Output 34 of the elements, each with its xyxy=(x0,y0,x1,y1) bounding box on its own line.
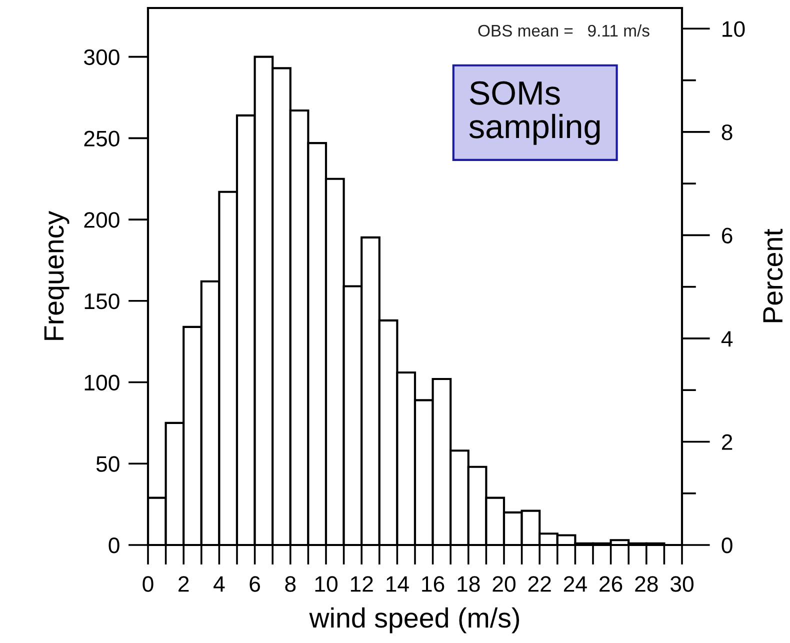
y2-axis-title: Percent xyxy=(763,228,783,322)
y-tick-label: 300 xyxy=(84,49,120,66)
y2-tick-label: 10 xyxy=(722,21,745,37)
y2-tick-label: 2 xyxy=(722,434,732,450)
y2-tick-label: 0 xyxy=(722,538,732,554)
y2-tick-label: 6 xyxy=(722,228,732,244)
x-tick-label: 24 xyxy=(564,576,587,592)
x-tick-label: 18 xyxy=(458,576,480,592)
x-axis-title: wind speed (m/s) xyxy=(309,607,520,634)
x-tick-label: 0 xyxy=(142,576,154,592)
y-tick-label: 200 xyxy=(84,212,120,228)
x-tick-label: 28 xyxy=(635,576,658,592)
x-tick-label: 6 xyxy=(250,576,260,592)
annotation: SOMs sampling xyxy=(469,81,600,145)
x-tick-label: 10 xyxy=(315,576,338,592)
x-tick-label: 12 xyxy=(350,576,373,592)
y-axis-title: Frequency xyxy=(44,210,70,340)
y-tick-label: 150 xyxy=(84,293,120,310)
y-tick-label: 50 xyxy=(96,456,120,472)
x-tick-label: 20 xyxy=(492,576,516,592)
y-tick-label: 100 xyxy=(84,374,120,391)
y2-tick-label: 8 xyxy=(722,124,732,140)
x-tick-label: 30 xyxy=(670,576,694,592)
x-tick-label: 2 xyxy=(178,576,189,592)
x-tick-label: 16 xyxy=(422,576,444,592)
x-tick-label: 22 xyxy=(528,576,551,592)
x-tick-label: 26 xyxy=(600,576,622,592)
x-tick-label: 8 xyxy=(285,576,296,592)
y2-tick-label: 4 xyxy=(721,331,733,347)
annotation: OBS mean = 9.11 m/s xyxy=(478,24,650,37)
y-tick-label: 0 xyxy=(108,538,120,554)
x-tick-label: 14 xyxy=(386,576,409,592)
y-tick-label: 250 xyxy=(84,130,120,146)
x-tick-label: 4 xyxy=(214,576,225,592)
